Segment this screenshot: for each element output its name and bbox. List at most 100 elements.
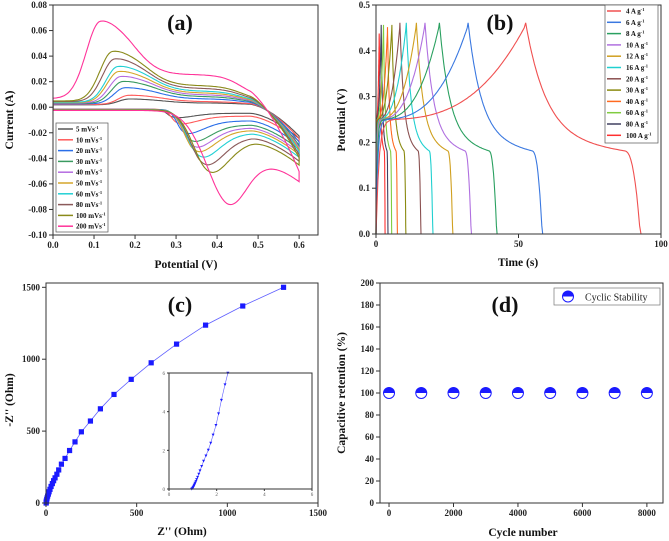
cv-curve: [53, 20, 300, 206]
y-tick-label: 0: [370, 498, 375, 508]
legend-box: [553, 287, 661, 306]
x-tick-label: 1500: [309, 508, 328, 518]
marker-half-fill: [447, 387, 459, 393]
panel-c-xlabel: Z'' (Ohm): [157, 526, 207, 538]
eis-point: [111, 391, 117, 398]
legend-label-superscript: -1: [641, 30, 645, 35]
x-tick-label: 0.3: [170, 240, 182, 250]
legend-label-superscript: -1: [644, 97, 648, 102]
x-tick-label: 50: [514, 239, 524, 249]
legend-label: 30 A g-1: [626, 86, 649, 95]
y-tick-label: 500: [27, 426, 41, 436]
marker-half-fill: [415, 387, 427, 393]
y-tick-label: 140: [361, 344, 375, 354]
inset-point: [200, 464, 204, 468]
legend-label: 40 A g-1: [626, 97, 649, 106]
legend-label-superscript: -1: [641, 18, 645, 23]
inset-point: [209, 441, 213, 445]
legend-label-superscript: -1: [644, 109, 648, 114]
panel-d-xlabel: Cycle number: [488, 527, 557, 539]
inset-y-tick-label: 2: [163, 449, 166, 454]
gcd-curve: [375, 22, 434, 235]
gcd-curve: [375, 22, 422, 235]
x-tick-label: 4000: [509, 508, 528, 518]
inset-x-tick-label: 4: [263, 493, 266, 498]
inset-point: [198, 469, 202, 473]
inset-plot-frame: [168, 372, 313, 490]
x-tick-label: 500: [130, 508, 144, 518]
inset-y-tick-label: 4: [163, 411, 166, 416]
y-tick-label: 1000: [22, 354, 41, 364]
marker-half-fill: [480, 387, 492, 393]
legend-label-superscript: -1: [102, 211, 106, 216]
y-tick-label: 0.0: [359, 229, 371, 239]
x-tick-label: 100: [654, 239, 668, 249]
y-tick-label: 0.4: [359, 46, 371, 56]
y-tick-label: -0.06: [28, 179, 47, 189]
legend-label: 10 A g-1: [626, 41, 649, 50]
legend: 5 mVs-1 10 mVs-1 20 mVs-130 mVs-1 40 mVs-1 5…: [55, 122, 109, 233]
retention-point: [383, 387, 396, 399]
legend-label-superscript: -1: [648, 131, 652, 136]
retention-point: [415, 387, 428, 399]
legend-label: 30 mVs-1: [76, 157, 103, 166]
eis-point: [49, 480, 55, 487]
inset-point: [219, 398, 223, 402]
inset-point: [204, 454, 208, 458]
x-tick-label: 0.1: [88, 240, 100, 250]
gcd-curve: [375, 22, 544, 235]
eis-point: [78, 429, 84, 435]
y-tick-label: 20: [365, 476, 375, 486]
cv-curves: [53, 20, 300, 206]
retention-point: [640, 387, 653, 399]
legend-label-superscript: -1: [98, 136, 102, 141]
legend: 4 A g-1 6 A g-1 8 A g-1 10 A g-1 12 A g-1 16 …: [604, 4, 659, 144]
y-tick-label: 0.00: [31, 102, 47, 112]
legend-label-superscript: -1: [644, 86, 648, 91]
gcd-curve: [375, 22, 473, 235]
inset-point: [214, 424, 218, 427]
y-tick-label: 0.02: [31, 77, 47, 87]
legend-label: 10 mVs-1: [76, 136, 103, 145]
plot-frame: [45, 282, 319, 504]
x-tick-label: 1000: [218, 508, 237, 518]
eis-point: [56, 467, 62, 473]
y-tick-label: 0.1: [359, 183, 371, 193]
eis-point: [62, 455, 68, 462]
eis-point: [240, 303, 246, 309]
x-tick-label: 6000: [573, 508, 592, 518]
panel-b-ylabel: Potential (V): [336, 88, 348, 151]
inset-bg: [169, 373, 312, 489]
panel-d-cycling: 0 2000 4000 6000 8000 0 20 40 60 80 100 120 140 160 18…: [361, 278, 664, 518]
eis-point: [54, 471, 60, 477]
eis-point: [173, 341, 180, 347]
y-tick-label: 80: [365, 410, 375, 420]
legend-label: 12 A g-1: [626, 52, 649, 61]
gcd-curve: [375, 24, 407, 235]
x-tick-label: 0: [387, 508, 392, 518]
marker-half-fill: [609, 387, 621, 393]
marker-half-fill: [383, 387, 395, 393]
x-tick-label: 0: [44, 508, 49, 518]
y-tick-label: -0.04: [28, 153, 47, 163]
legend-label-superscript: -1: [641, 7, 645, 12]
legend-label-superscript: -1: [98, 157, 102, 162]
y-tick-label: 40: [365, 454, 375, 464]
panel-d-label: (d): [492, 292, 519, 317]
gcd-curve: [375, 22, 454, 235]
gcd-curve: [375, 24, 389, 235]
eis-point: [280, 284, 287, 290]
retention-point: [576, 387, 589, 399]
legend-label: 5 mVs-1: [76, 125, 99, 134]
eis-point: [51, 478, 57, 484]
legend-label-superscript: -1: [644, 41, 648, 46]
x-tick-label: 2000: [444, 508, 463, 518]
eis-point: [52, 475, 58, 481]
marker-half-fill: [562, 291, 574, 297]
y-tick-label: -0.02: [28, 128, 47, 138]
y-tick-label: 0: [36, 498, 41, 508]
eis-point: [66, 447, 73, 454]
panel-c-ylabel: -Z'' (Ohm): [4, 373, 16, 427]
inset-point: [197, 472, 201, 476]
x-tick-label: 0.0: [47, 240, 59, 250]
